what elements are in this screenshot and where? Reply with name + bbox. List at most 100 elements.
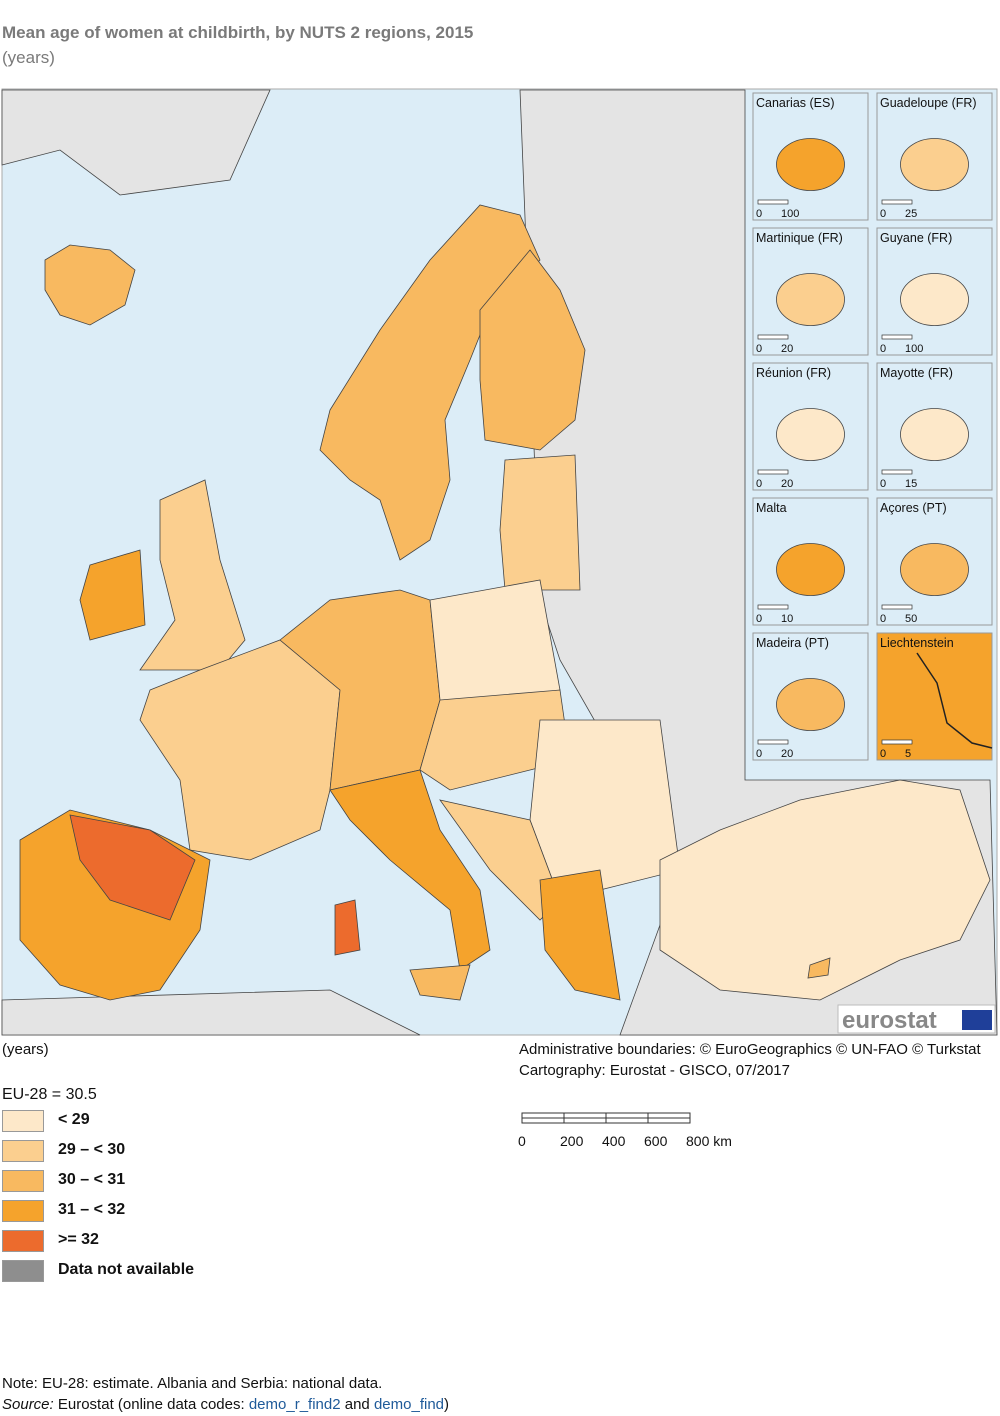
region xyxy=(807,957,831,979)
scale-label: 400 xyxy=(602,1133,626,1149)
inset-title: Mayotte (FR) xyxy=(880,366,953,380)
inset-scale-label: 0 xyxy=(756,343,762,355)
inset-title: Guadeloupe (FR) xyxy=(880,96,977,110)
region xyxy=(539,869,621,1001)
region xyxy=(139,639,341,861)
inset-scale xyxy=(757,469,789,475)
inset-title: Réunion (FR) xyxy=(756,366,831,380)
region xyxy=(659,779,991,1001)
region xyxy=(319,204,541,561)
legend-label: >= 32 xyxy=(58,1231,99,1248)
inset-title: Canarias (ES) xyxy=(756,96,835,110)
logo: eurostat xyxy=(842,1007,937,1034)
link[interactable]: demo_find xyxy=(373,1396,445,1413)
inset-scale-label: 15 xyxy=(905,478,917,490)
legend-swatch xyxy=(2,1170,44,1192)
inset-scale xyxy=(757,604,789,610)
inset-scale-label: 25 xyxy=(905,208,917,220)
legend-label: < 29 xyxy=(58,1111,90,1128)
inset-scale-label: 0 xyxy=(880,343,886,355)
inset-scale-label: 20 xyxy=(781,478,793,490)
scale-label: 200 xyxy=(560,1133,584,1149)
region xyxy=(499,454,581,591)
inset-scale xyxy=(881,469,913,475)
region xyxy=(479,249,586,451)
africa xyxy=(1,989,421,1036)
region xyxy=(529,719,681,901)
inset-title: Guyane (FR) xyxy=(880,231,952,245)
inset-scale xyxy=(881,739,913,745)
inset-land xyxy=(776,138,845,191)
inset-title: Madeira (PT) xyxy=(756,636,829,650)
inset-scale xyxy=(757,334,789,340)
inset-title: Malta xyxy=(756,501,787,515)
credit: Cartography: Eurostat - GISCO, 07/2017 xyxy=(519,1062,790,1079)
inset-scale-label: 0 xyxy=(756,748,762,760)
legend-swatch xyxy=(2,1140,44,1162)
inset-land xyxy=(900,138,969,191)
title: Mean age of women at childbirth, by NUTS… xyxy=(2,23,474,42)
scale-label: 800 km xyxy=(686,1133,732,1149)
inset-scale xyxy=(881,199,913,205)
land xyxy=(1,89,998,1036)
inset-scale-label: 50 xyxy=(905,613,917,625)
conjunction: and xyxy=(344,1396,370,1413)
inset-scale-label: 0 xyxy=(756,208,762,220)
inset-scale-label: 20 xyxy=(781,343,793,355)
inset-land xyxy=(776,678,845,731)
inset-scale-label: 0 xyxy=(880,613,886,625)
region xyxy=(329,769,491,971)
eu-flag xyxy=(962,1010,992,1030)
inset-scale xyxy=(881,334,913,340)
inset-scale xyxy=(757,199,789,205)
region xyxy=(69,814,196,921)
eu-average: EU-28 = 30.5 xyxy=(2,1086,97,1103)
inset-title: Liechtenstein xyxy=(880,636,954,650)
legend-swatch xyxy=(2,1110,44,1132)
inset-land xyxy=(776,408,845,461)
inset-title: Açores (PT) xyxy=(880,501,947,515)
source-text: Eurostat (online data codes: xyxy=(57,1396,245,1413)
inset-scale-label: 100 xyxy=(905,343,923,355)
inset-land xyxy=(776,543,845,596)
inset-land xyxy=(776,273,845,326)
source-close: ) xyxy=(444,1396,450,1413)
legend-swatch xyxy=(2,1200,44,1222)
inset-scale-label: 5 xyxy=(905,748,911,760)
source: Source: Eurostat (online data codes: dem… xyxy=(2,1396,449,1413)
inset-scale-label: 0 xyxy=(756,613,762,625)
source-label: Source: xyxy=(2,1396,54,1413)
map: eurostat Canarias (ES) 0 100 Guadeloupe (FR… xyxy=(1,88,998,1036)
subtitle: (years) xyxy=(2,48,55,67)
link[interactable]: demo_r_find2 xyxy=(248,1396,341,1413)
inset-scale xyxy=(757,739,789,745)
legend-label: 30 – < 31 xyxy=(58,1171,126,1188)
greenland xyxy=(1,89,271,196)
legend-swatch xyxy=(2,1230,44,1252)
inset-scale-label: 100 xyxy=(781,208,799,220)
note: Note: EU-28: estimate. Albania and Serbi… xyxy=(2,1375,383,1392)
legend-label: Data not available xyxy=(58,1261,195,1278)
region xyxy=(419,689,571,791)
inset-land xyxy=(900,543,969,596)
inset-land xyxy=(900,273,969,326)
inset xyxy=(876,632,993,761)
scale-label: 600 xyxy=(644,1133,668,1149)
region xyxy=(429,579,561,711)
inset-title: Martinique (FR) xyxy=(756,231,843,245)
region xyxy=(44,244,136,326)
inset-scale-label: 0 xyxy=(756,478,762,490)
inset-land xyxy=(900,408,969,461)
credit: Administrative boundaries: © EuroGeograp… xyxy=(519,1041,981,1058)
scale-label: 0 xyxy=(518,1133,526,1149)
legend-label: 31 – < 32 xyxy=(58,1201,126,1218)
region xyxy=(79,549,146,641)
inset-scale-label: 0 xyxy=(880,208,886,220)
inset-scale-label: 20 xyxy=(781,748,793,760)
legend-title: (years) xyxy=(2,1041,49,1058)
inset-scale-label: 0 xyxy=(880,478,886,490)
legend-swatch xyxy=(2,1260,44,1282)
scale-bar: 0 200 400 600 800 km xyxy=(518,1112,732,1149)
region xyxy=(334,899,361,956)
